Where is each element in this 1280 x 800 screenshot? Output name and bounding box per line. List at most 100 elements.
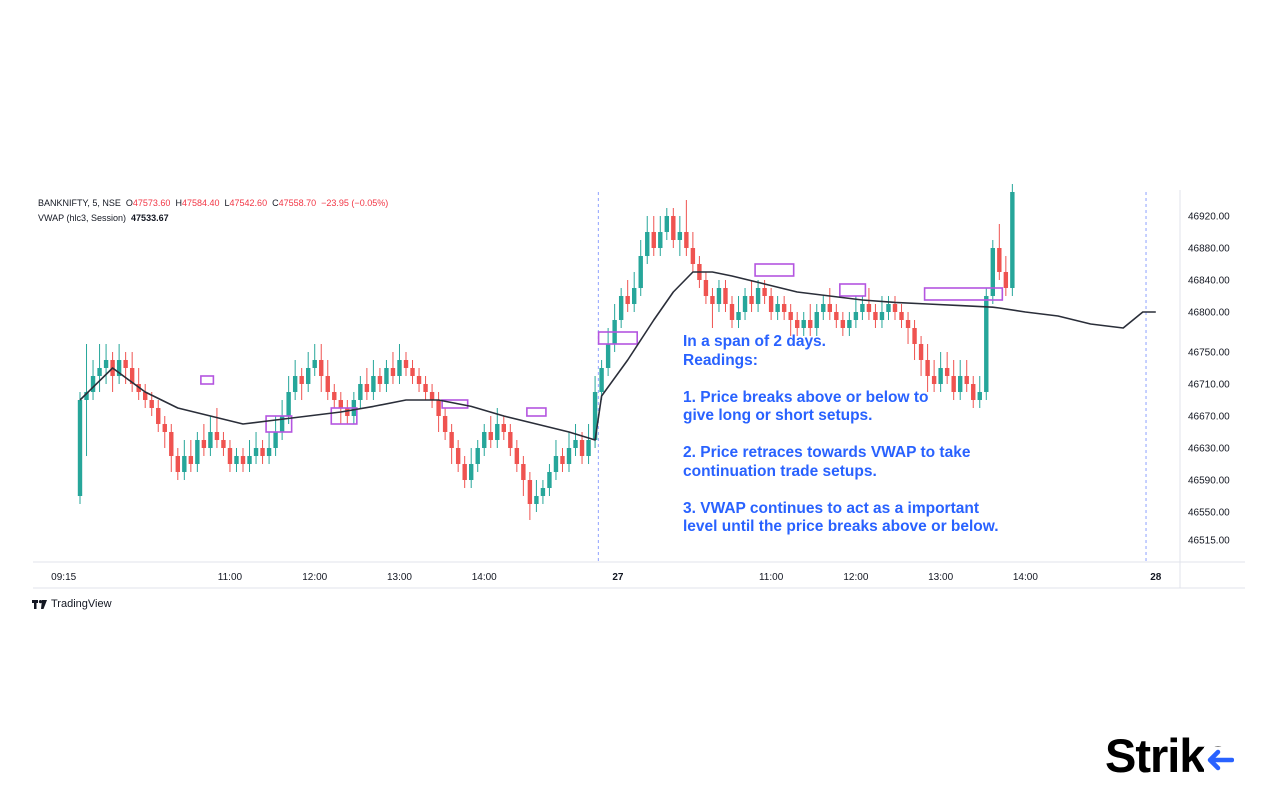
x-tick-label: 14:00	[1013, 572, 1038, 583]
close-value: 47558.70	[278, 198, 317, 208]
candle-body	[703, 280, 709, 296]
candle-body	[260, 448, 265, 456]
candle-body	[462, 464, 467, 480]
candle-body	[116, 360, 122, 376]
candle-body	[658, 232, 663, 248]
candle-body	[266, 448, 272, 456]
candle-body	[514, 448, 520, 464]
y-tick-label: 46590.00	[1188, 476, 1230, 487]
y-tick-label: 46630.00	[1188, 444, 1230, 455]
candle-body	[918, 344, 924, 360]
candle-body	[312, 360, 317, 368]
x-tick-label: 14:00	[472, 572, 497, 583]
candle-body	[690, 248, 696, 264]
candle-body	[429, 392, 435, 400]
ohlc-legend: BANKNIFTY, 5, NSE O47573.60 H47584.40 L4…	[38, 198, 388, 208]
x-tick-label: 11:00	[759, 572, 784, 583]
candle-body	[540, 488, 546, 496]
candle-body	[416, 376, 422, 384]
candle-body	[729, 304, 735, 320]
candle-body	[671, 216, 676, 240]
y-axis-ticks: 46920.00 46880.00 46840.00 46800.00 46750.00…	[1188, 212, 1230, 547]
highlight-box	[265, 415, 293, 433]
high-value: 47584.40	[181, 198, 220, 208]
candle-body	[958, 376, 963, 392]
annotation-line: continuation trade setups.	[683, 462, 877, 480]
candle-body	[742, 296, 748, 312]
low-value: 47542.60	[229, 198, 268, 208]
candle-body	[103, 360, 109, 368]
candle-body	[566, 448, 572, 464]
candle-body	[442, 416, 448, 432]
candle-body	[625, 296, 630, 304]
candle-body	[579, 440, 585, 456]
candle-body	[1010, 192, 1015, 288]
candle-body	[984, 296, 989, 392]
candle-body	[618, 296, 624, 320]
candle-body	[749, 296, 754, 304]
highlight-box	[441, 399, 469, 409]
close-label: C	[272, 198, 279, 208]
candle-body	[162, 424, 167, 432]
annotation-line: level until the price breaks above or be…	[683, 518, 999, 535]
y-tick-label: 46800.00	[1188, 308, 1230, 319]
candlestick-series	[77, 184, 1015, 520]
symbol-label: BANKNIFTY, 5, NSE	[38, 198, 121, 208]
annotation-line: 1. Price breaks above or below to	[683, 388, 929, 406]
candle-body	[827, 304, 832, 312]
x-tick-label: 11:00	[218, 572, 243, 583]
candle-body	[775, 304, 780, 312]
candle-body	[527, 480, 533, 504]
candle-body	[123, 360, 128, 368]
candle-body	[573, 440, 578, 448]
candle-body	[364, 384, 370, 392]
candle-body	[879, 312, 885, 320]
candle-body	[886, 304, 891, 312]
candle-body	[710, 296, 715, 304]
candle-body	[299, 376, 304, 384]
candle-body	[762, 288, 767, 296]
candle-body	[997, 248, 1002, 272]
candle-body	[931, 376, 937, 384]
candle-body	[651, 232, 656, 248]
tradingview-attribution[interactable]: TradingView	[32, 598, 112, 610]
tradingview-label: TradingView	[51, 598, 112, 610]
candle-body	[716, 288, 722, 304]
candle-body	[201, 440, 207, 448]
candle-body	[560, 456, 565, 464]
indicator-label: VWAP (hlc3, Session)	[38, 213, 127, 223]
candle-body	[944, 368, 950, 376]
candle-body	[788, 312, 793, 320]
candle-body	[143, 392, 148, 400]
candle-body	[384, 368, 389, 384]
highlight-box	[200, 375, 215, 385]
candle-body	[605, 344, 611, 368]
candle-body	[912, 328, 917, 344]
candle-body	[632, 288, 637, 304]
candle-body	[149, 400, 154, 408]
candle-body	[664, 216, 669, 232]
vwap-line	[79, 271, 1156, 441]
candle-body	[801, 320, 806, 328]
candle-body	[227, 448, 233, 464]
candle-body	[905, 320, 911, 328]
candle-body	[410, 368, 415, 376]
x-tick-label: 12:00	[302, 572, 327, 583]
candle-body	[449, 432, 454, 448]
candle-body	[847, 320, 852, 328]
candle-body	[325, 376, 330, 392]
candle-body	[892, 304, 898, 312]
change-value: −23.95 (−0.05%)	[321, 198, 389, 208]
candle-body	[853, 312, 859, 320]
y-tick-label: 46670.00	[1188, 412, 1230, 423]
x-tick-label: 28	[1150, 572, 1162, 583]
candle-body	[873, 312, 878, 320]
candle-body	[1003, 272, 1009, 288]
candle-body	[84, 392, 89, 400]
candle-body	[547, 472, 552, 488]
candle-body	[306, 368, 311, 384]
candle-body	[553, 456, 559, 472]
candle-body	[990, 248, 995, 296]
candle-body	[475, 448, 480, 464]
